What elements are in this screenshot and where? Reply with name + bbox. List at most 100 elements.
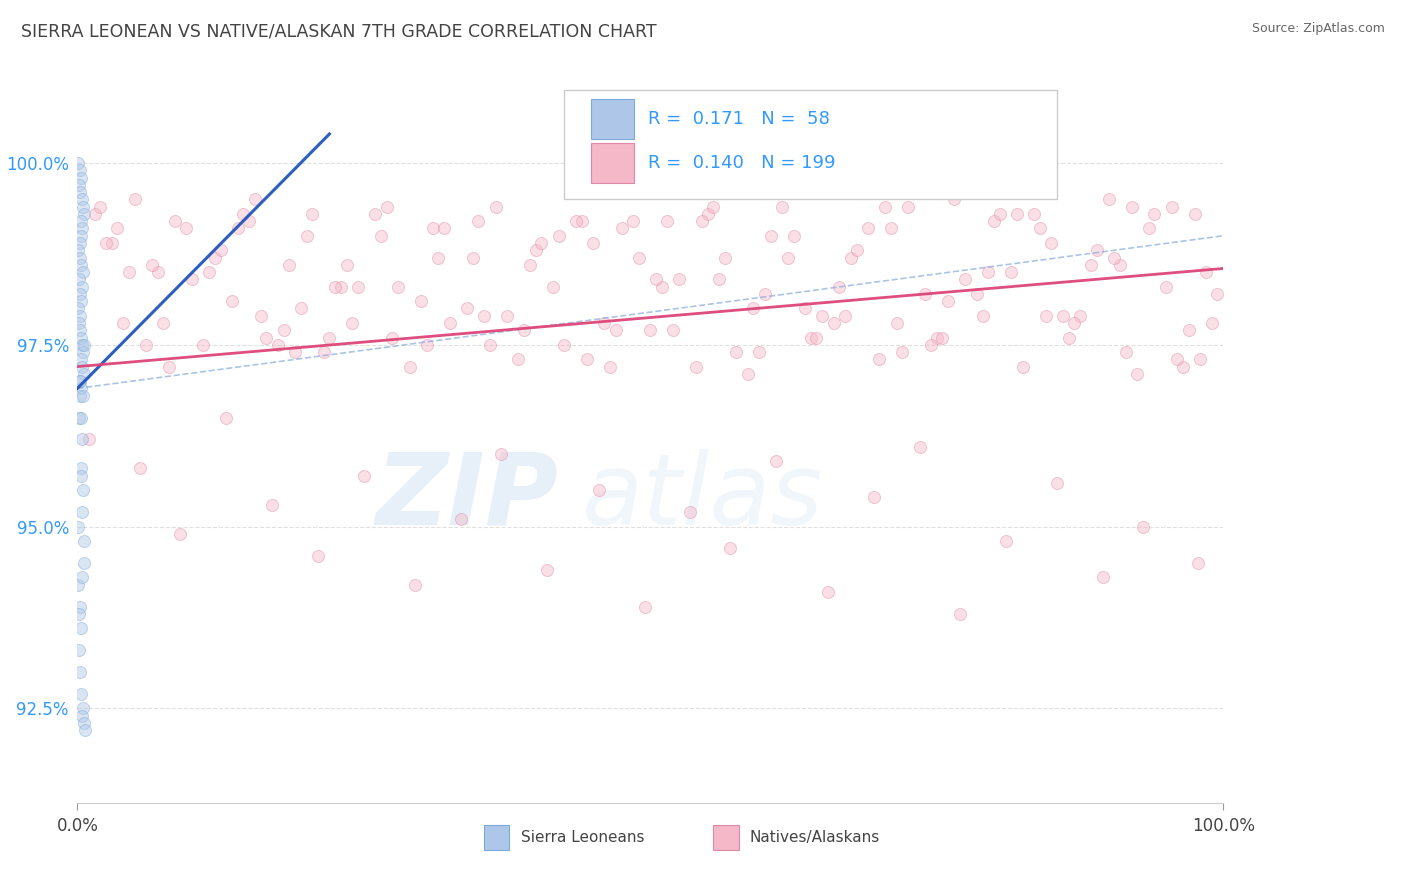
Point [1085,244,1108,258]
Point [690,214,713,228]
Point [931,330,953,344]
Point [651,279,673,293]
Point [73,207,96,221]
Point [416,338,439,352]
Point [576,352,599,367]
Point [605,323,627,337]
Point [69,228,91,243]
Point [869,352,891,367]
Point [72,221,94,235]
Point [536,563,558,577]
Bar [713,824,738,850]
Point [806,330,828,344]
Point [72,359,94,374]
Point [1035,309,1057,323]
Point [742,301,765,316]
Text: atlas: atlas [582,449,823,546]
Point [67,156,90,170]
Point [1132,519,1154,533]
Point [67,244,90,258]
Text: Sierra Leoneans: Sierra Leoneans [520,830,644,846]
Point [370,228,392,243]
Point [547,228,569,243]
Point [942,193,965,207]
Point [67,178,90,192]
Point [75,723,97,737]
Point [1024,207,1046,221]
Point [1206,286,1229,301]
Point [1091,570,1114,584]
Point [599,359,621,374]
Point [1184,207,1206,221]
Point [69,389,91,403]
Point [69,294,91,309]
Point [834,309,856,323]
Point [307,549,329,563]
Point [811,309,834,323]
Point [433,221,456,235]
Point [67,578,90,592]
Point [737,367,759,381]
Point [988,207,1011,221]
Point [112,316,135,330]
Point [364,207,387,221]
Point [141,258,163,272]
Point [422,221,444,235]
Point [461,251,484,265]
Point [198,265,221,279]
Point [70,687,93,701]
Point [336,258,359,272]
Point [375,200,398,214]
Point [541,279,564,293]
Text: Natives/Alaskans: Natives/Alaskans [749,830,880,846]
Point [329,279,352,293]
Point [955,272,977,286]
Point [1115,345,1137,359]
Point [146,265,169,279]
Point [69,185,91,199]
Point [94,235,117,250]
Text: ZIP: ZIP [375,449,558,546]
Point [70,432,93,446]
Point [67,316,90,330]
Point [72,701,94,715]
Point [662,323,685,337]
Point [323,279,346,293]
Point [1109,258,1132,272]
Point [72,556,94,570]
Point [765,454,787,468]
Point [398,359,420,374]
Point [72,389,94,403]
Point [67,301,90,316]
Point [209,244,232,258]
Text: R =  0.171   N =  58: R = 0.171 N = 58 [648,111,830,128]
Point [679,505,702,519]
Point [72,338,94,352]
Point [174,221,197,235]
Point [450,512,472,526]
Point [70,279,93,293]
Point [496,309,519,323]
Point [508,352,530,367]
Point [69,323,91,337]
Point [467,214,489,228]
Point [70,193,93,207]
Point [478,338,501,352]
Point [273,323,295,337]
Point [67,643,90,657]
Point [67,410,90,425]
Point [347,279,370,293]
Point [70,570,93,584]
Point [89,200,111,214]
Point [72,505,94,519]
Point [124,193,146,207]
Point [1080,258,1102,272]
Point [411,294,433,309]
Bar [484,824,509,850]
Point [232,207,254,221]
Point [73,715,96,730]
Point [135,338,157,352]
Point [381,330,404,344]
Point [875,200,897,214]
Point [610,221,633,235]
